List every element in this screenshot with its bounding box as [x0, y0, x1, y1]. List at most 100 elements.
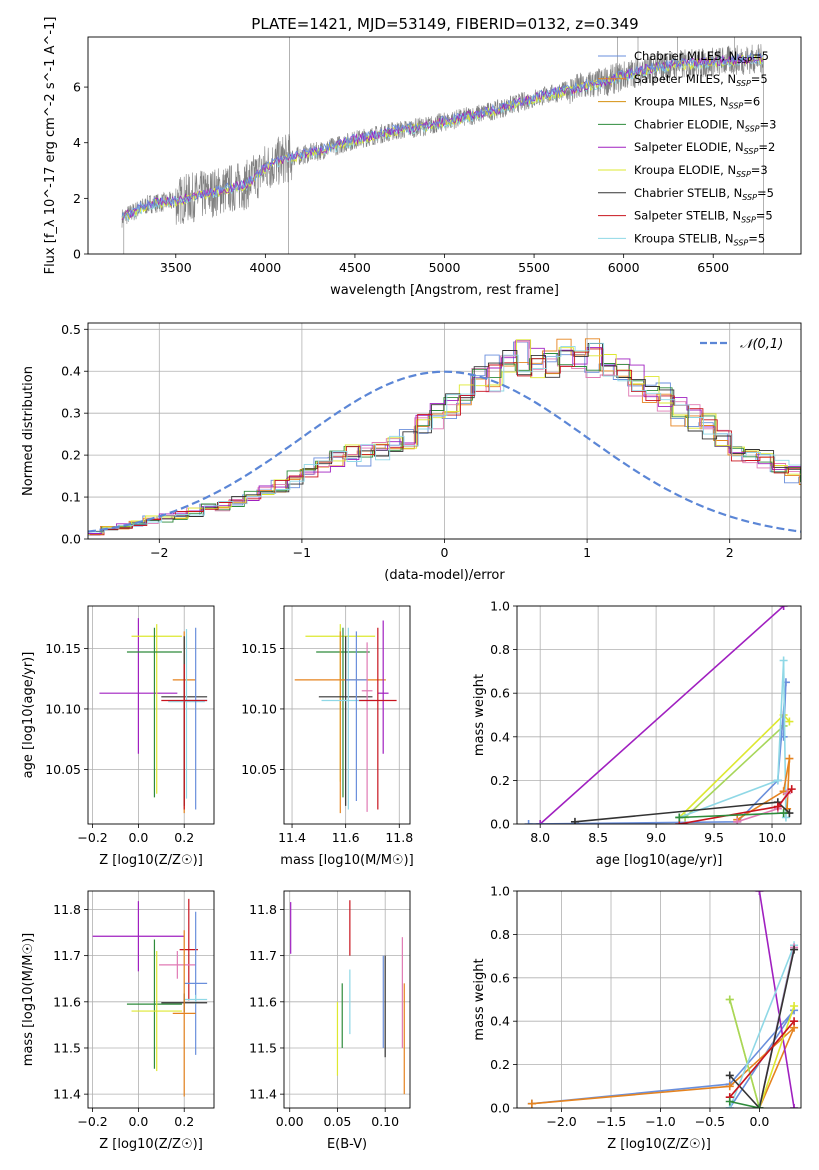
mass_weight_vs_Z-xtick-label: −1.5: [596, 1114, 626, 1129]
spectrum-legend-label: Salpeter STELIB, NSSP=5: [634, 209, 773, 225]
spectrum-legend-label: Kroupa STELIB, NSSP=5: [634, 231, 765, 247]
age_vs_mass-xtick-label: 11.8: [385, 830, 413, 845]
residuals-ytick-label: 0.5: [61, 322, 81, 337]
mass_weight_vs_age-marker: [785, 754, 794, 763]
mass_vs_Z-ylabel: mass [log10(M/M☉)]: [21, 933, 36, 1066]
mass_vs_EBV-ytick-label: 11.5: [249, 1040, 277, 1055]
mass_vs_Z-xtick-label: −0.2: [77, 1114, 107, 1129]
mass_weight_vs_age-marker: [781, 813, 790, 822]
residuals-xtick-label: −2: [150, 545, 168, 560]
mass_weight_vs_age-line: [679, 660, 787, 819]
mass_weight_vs_Z-ytick-label: 0.0: [490, 1101, 510, 1116]
spectrum-xlabel: wavelength [Angstrom, rest frame]: [330, 283, 559, 298]
age_vs_mass-ytick-label: 10.05: [241, 762, 277, 777]
mass_weight_vs_Z-line: [729, 999, 795, 1108]
mass_weight_vs_age-ylabel: mass weight: [472, 674, 487, 756]
mass_weight_vs_age-marker: [524, 820, 533, 824]
mass_vs_Z-ytick-label: 11.6: [53, 994, 81, 1009]
mass_vs_Z-ytick-label: 11.5: [53, 1040, 81, 1055]
age_vs_mass-ytick-label: 10.10: [241, 701, 277, 716]
mass_weight_vs_age-marker: [779, 809, 788, 818]
spectrum-legend-label: Salpeter MILES, NSSP=5: [634, 72, 768, 88]
mass_weight_vs_Z-marker: [527, 1099, 536, 1108]
residual-histogram: [88, 339, 801, 536]
figure-title: PLATE=1421, MJD=53149, FIBERID=0132, z=0…: [251, 15, 638, 33]
mass_weight_vs_age-ytick-label: 1.0: [490, 599, 510, 614]
spectrum-legend-label: Chabrier MILES, NSSP=5: [634, 49, 769, 65]
age_vs_mass-xtick-label: 11.6: [332, 830, 360, 845]
mass_weight_vs_Z-xtick-label: −0.5: [695, 1114, 725, 1129]
mass_weight_vs_age-line: [528, 682, 787, 824]
mass_weight_vs_Z-marker: [790, 1002, 799, 1011]
mass_weight_vs_age-xtick-label: 8.0: [530, 830, 550, 845]
spectrum-ytick-label: 2: [73, 191, 81, 206]
mass_weight_vs_Z-line: [729, 945, 795, 1108]
residual-legend-label: 𝒩(0,1): [740, 337, 783, 352]
mass_weight_vs_age-marker: [787, 785, 796, 794]
mass_weight_vs_age-series-group: [524, 606, 796, 824]
mass_weight_vs_age-marker: [779, 656, 788, 665]
mass_weight_vs_age-line: [736, 793, 788, 823]
mass_weight_vs_age-xtick-label: 8.5: [588, 830, 608, 845]
mass_vs_EBV-xtick-label: 0.05: [324, 1114, 352, 1129]
mass_weight_vs_age-ytick-label: 0.0: [490, 817, 510, 832]
mass_weight_vs_Z-xtick-label: 0.0: [749, 1114, 769, 1129]
residual-histogram: [88, 353, 801, 534]
mass_vs_EBV-xlabel: E(B-V): [327, 1137, 367, 1152]
spectrum-legend-label: Kroupa MILES, NSSP=6: [634, 95, 760, 111]
mass_weight_vs_age-marker: [779, 732, 788, 741]
mass_weight_vs_Z-series-group: [527, 891, 799, 1108]
residual-histogram: [90, 342, 801, 533]
mass_weight_vs_age-line: [539, 606, 785, 824]
age_vs_Z-ytick-label: 10.10: [45, 701, 81, 716]
mass_weight_vs_age-marker: [536, 820, 545, 824]
mass_vs_Z-ytick-label: 11.4: [53, 1087, 81, 1102]
age_vs_Z-ytick-label: 10.15: [45, 641, 81, 656]
age_vs_Z-xtick-label: 0.0: [128, 830, 148, 845]
spectrum-xtick-label: 3500: [160, 260, 192, 275]
age_vs_Z-xtick-label: 0.2: [174, 830, 194, 845]
residuals-ytick-label: 0.3: [61, 406, 81, 421]
residuals-xtick-label: −1: [293, 545, 311, 560]
spectrum-ytick-label: 0: [73, 247, 81, 262]
spectrum-legend-label: Kroupa ELODIE, NSSP=3: [634, 163, 768, 179]
mass_weight_vs_Z-marker: [790, 1104, 799, 1108]
mass_vs_EBV-ytick-label: 11.8: [249, 902, 277, 917]
mass_vs_EBV-frame: [283, 890, 411, 1109]
mass_weight_vs_Z-marker: [755, 1104, 764, 1108]
mass_weight_vs_age-marker: [785, 717, 794, 726]
mass_weight_vs_Z-xtick-label: −2.0: [546, 1114, 576, 1129]
spectrum-legend-label: Chabrier STELIB, NSSP=5: [634, 186, 774, 202]
mass_weight_vs_age-ytick-label: 0.2: [490, 773, 510, 788]
residuals-ytick-label: 0.1: [61, 490, 81, 505]
mass_weight_vs_Z-ytick-label: 0.8: [490, 927, 510, 942]
mass_weight_vs_age-marker: [773, 802, 782, 811]
mass_vs_EBV-ytick-label: 11.6: [249, 994, 277, 1009]
mass_weight_vs_Z-ytick-label: 0.2: [490, 1057, 510, 1072]
residuals-xtick-label: 1: [583, 545, 591, 560]
mass_weight_vs_age-ytick-label: 0.6: [490, 686, 510, 701]
mass_weight_vs_Z-marker: [725, 1082, 734, 1091]
mass_vs_Z-ytick-label: 11.7: [53, 948, 81, 963]
spectrum-ytick-label: 4: [73, 135, 81, 150]
mass_weight_vs_age-marker: [779, 606, 788, 610]
age_vs_Z-ytick-label: 10.05: [45, 762, 81, 777]
mass_weight_vs_Z-line: [729, 999, 761, 1108]
mass_weight_vs_age-marker: [773, 776, 782, 785]
residuals-xtick-label: 0: [441, 545, 449, 560]
age_vs_mass-frame: [283, 605, 411, 825]
residuals-ytick-label: 0.4: [61, 364, 81, 379]
mass_weight_vs_age-line: [736, 758, 791, 821]
normal-curve: [87, 370, 802, 533]
age_vs_mass-xtick-label: 11.4: [278, 830, 306, 845]
mass_vs_Z-xlabel: Z [log10(Z/Z☉)]: [99, 1137, 203, 1152]
residuals-xtick-label: 2: [726, 545, 734, 560]
mass_weight_vs_age-frame: [516, 605, 802, 825]
age_vs_Z-xtick-label: −0.2: [77, 830, 107, 845]
mass_weight_vs_age-line: [679, 812, 784, 819]
spectrum-ylabel: Flux [f_λ 10^-17 erg cm^-2 s^-1 A^-1]: [43, 17, 58, 275]
mass_weight_vs_Z-marker: [790, 945, 799, 954]
mass_weight_vs_Z-xtick-label: −1.0: [645, 1114, 675, 1129]
spectrum-ytick-label: 6: [73, 80, 81, 95]
mass_weight_vs_age-line: [574, 801, 790, 823]
